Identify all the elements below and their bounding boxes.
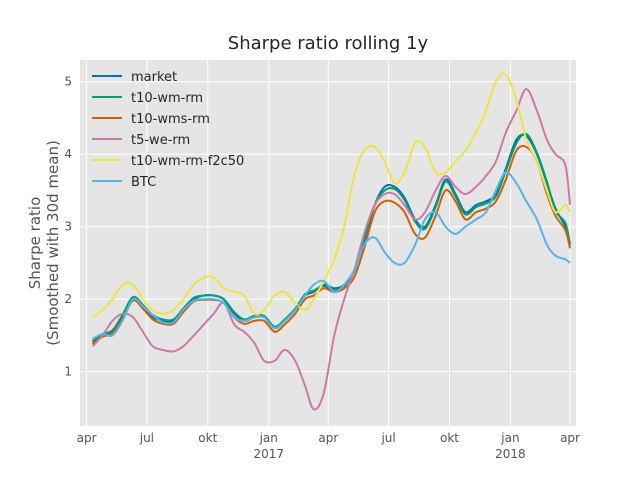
legend-label: market	[131, 70, 177, 85]
x-tick-label: jan	[259, 431, 278, 445]
legend-label: BTC	[131, 175, 156, 190]
x-tick-label: apr	[77, 431, 97, 445]
legend-label: t10-wm-rm-f2c50	[131, 154, 244, 169]
series-line-market	[91, 133, 571, 344]
x-tick-label: okt	[198, 431, 217, 445]
x-axis: apr jul okt jan 2017 apr jul okt jan 2018 apr	[77, 431, 580, 461]
x-tick-label: okt	[440, 431, 459, 445]
x-tick-label: apr	[318, 431, 338, 445]
legend-label: t5-we-rm	[131, 133, 190, 148]
x-tick-label: jul	[380, 431, 395, 445]
y-tick-label: 5	[64, 75, 72, 89]
series-line-t10-wm-rm-f2c50	[92, 72, 571, 319]
x-tick-year-label: 2018	[495, 447, 526, 461]
y-tick-label: 4	[64, 147, 72, 161]
y-axis-label: Sharpe ratio	[26, 197, 44, 290]
y-tick-label: 3	[64, 220, 72, 234]
legend: market t10-wm-rm t10-wms-rm t5-we-rm t10-wm-…	[92, 70, 244, 190]
y-tick-label: 2	[64, 292, 72, 306]
series-line-BTC	[92, 171, 571, 340]
chart-title: Sharpe ratio rolling 1y	[228, 33, 429, 54]
y-tick-label: 1	[64, 365, 72, 379]
x-tick-label: apr	[560, 431, 580, 445]
series-line-t5-we-rm	[91, 88, 571, 411]
x-tick-label: jan	[500, 431, 519, 445]
series-line-t10-wm-rm	[91, 132, 571, 342]
y-axis-label-sub: (Smoothed with 30d mean)	[44, 140, 62, 346]
series-lines	[91, 72, 571, 411]
y-axis: 1 2 3 4 5	[64, 75, 72, 379]
x-tick-label: jul	[139, 431, 154, 445]
legend-label: t10-wms-rm	[131, 112, 210, 127]
x-tick-year-label: 2017	[253, 447, 284, 461]
legend-label: t10-wm-rm	[131, 91, 203, 106]
